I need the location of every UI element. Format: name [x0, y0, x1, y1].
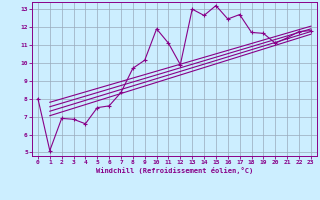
- X-axis label: Windchill (Refroidissement éolien,°C): Windchill (Refroidissement éolien,°C): [96, 167, 253, 174]
